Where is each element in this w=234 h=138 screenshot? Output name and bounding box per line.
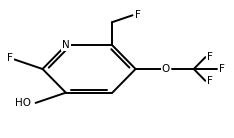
Text: F: F <box>135 10 141 20</box>
Text: N: N <box>62 40 70 50</box>
Text: F: F <box>7 53 13 63</box>
Text: HO: HO <box>15 98 31 108</box>
Text: F: F <box>207 52 213 62</box>
Text: O: O <box>162 64 170 74</box>
Text: F: F <box>219 64 225 74</box>
Text: F: F <box>207 76 213 86</box>
